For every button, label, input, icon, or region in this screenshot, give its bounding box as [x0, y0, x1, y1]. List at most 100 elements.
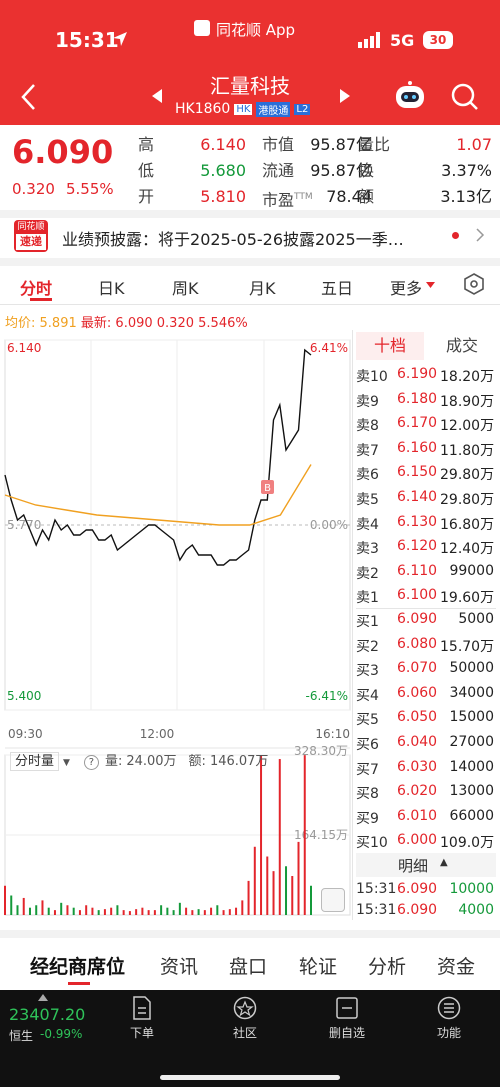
bottom-tab[interactable]: 资讯: [160, 956, 199, 978]
book-price: 6.130: [397, 513, 438, 530]
dot: [452, 232, 459, 239]
search-button[interactable]: [450, 82, 480, 112]
book-price: 6.040: [397, 734, 438, 750]
quote-label: 市盈TTM: [262, 190, 313, 210]
nav-item[interactable]: 删自选: [328, 1026, 365, 1040]
book-volume: 15000: [449, 709, 494, 726]
next-stock[interactable]: [338, 88, 352, 104]
volume-bar: [153, 910, 156, 915]
book-price: 6.180: [397, 390, 438, 407]
expand-button[interactable]: [321, 888, 345, 912]
volume-bar: [191, 910, 194, 915]
book-price: 6.120: [397, 538, 438, 555]
book-label: 买4: [356, 687, 379, 704]
nav-item[interactable]: 下单: [129, 1026, 154, 1040]
nav-icon: [437, 996, 461, 1020]
vol-label: 量:: [104, 754, 123, 769]
book-label: 卖3: [356, 541, 379, 558]
book-volume: 34000: [449, 684, 494, 701]
book-tab[interactable]: 十档: [356, 332, 424, 360]
bottom-tab[interactable]: 盘口: [229, 956, 268, 978]
trade-time: 15:31: [356, 902, 397, 918]
book-price: 6.010: [397, 807, 438, 824]
tab[interactable]: 月K: [249, 279, 276, 298]
settings-icon[interactable]: [463, 272, 485, 296]
bottom-tab[interactable]: 经纪商席位: [30, 956, 126, 978]
volume-bar: [197, 909, 200, 915]
book-price: 6.190: [397, 366, 438, 382]
volume-bar: [103, 909, 106, 915]
volume-bar: [297, 841, 300, 915]
bottom-tab[interactable]: 分析: [368, 956, 407, 978]
prev-stock[interactable]: [150, 88, 164, 104]
back-button[interactable]: [18, 82, 40, 112]
avg-label: 均价:: [5, 316, 36, 331]
trade-price: 6.090: [397, 902, 438, 918]
book-label: 卖6: [356, 467, 379, 484]
book-label: 买10: [356, 835, 388, 852]
tab[interactable]: 五日: [321, 279, 354, 298]
book-label: 卖10: [356, 369, 388, 385]
book-tab[interactable]: 成交: [445, 336, 478, 355]
volume-bar: [53, 910, 56, 915]
book-price: 6.050: [397, 709, 438, 726]
volume-bar: [47, 907, 50, 915]
book-label: 买6: [356, 737, 379, 753]
volume-bar: [60, 902, 63, 915]
divider: [0, 304, 500, 305]
quote-value: 95.87亿: [310, 161, 372, 180]
buy-marker: [261, 480, 274, 494]
index-value[interactable]: 23407.20: [9, 1005, 86, 1024]
last-label: 最新:: [80, 316, 112, 331]
avg: 5.891: [39, 316, 77, 331]
clock: 15:31: [55, 28, 119, 52]
x-tick-label: 16:10: [315, 727, 350, 741]
tab[interactable]: 日K: [98, 279, 125, 298]
volume-bar: [278, 759, 281, 915]
book-volume: 11.80万: [440, 442, 495, 459]
nav-item[interactable]: 社区: [232, 1026, 257, 1040]
robot-button[interactable]: [393, 80, 427, 112]
tab-indicator: [30, 298, 52, 301]
trade-volume: 4000: [458, 902, 494, 918]
tab[interactable]: 分时: [20, 279, 53, 298]
tab[interactable]: 更多: [390, 279, 423, 298]
volume-bar: [16, 905, 19, 915]
quote-value: 5.810: [200, 187, 246, 206]
bottom-tab[interactable]: 资金: [437, 956, 476, 978]
tag: 港股通: [256, 101, 291, 117]
pct-tick-label: -6.41%: [306, 689, 348, 703]
notice-arrow[interactable]: [474, 227, 486, 243]
notice[interactable]: 业绩预披露：将于2025-05-26披露2025一季…: [62, 226, 404, 250]
signal-icon: [358, 32, 380, 48]
tab[interactable]: 周K: [172, 279, 199, 298]
volume-bar: [228, 909, 231, 915]
stock-code-row: HK1860 HK 港股通 L2: [175, 101, 311, 117]
stock-code: HK1860: [175, 101, 231, 117]
quote-label: 开: [138, 187, 155, 206]
turnover-value: 146.07万: [209, 754, 269, 769]
last: 6.090: [115, 316, 153, 331]
pct-tick-label: 0.00%: [310, 518, 348, 532]
book-price: 6.070: [397, 660, 438, 677]
tab-indicator: [68, 982, 90, 985]
book-volume: 14000: [449, 758, 494, 775]
price-line: [4, 464, 312, 526]
book-price: 6.000: [397, 832, 438, 849]
logo-text: 同花顺: [17, 222, 45, 232]
detail-title[interactable]: 明细: [398, 857, 429, 875]
location-icon: [113, 32, 127, 46]
book-volume: 5000: [458, 611, 494, 627]
book-label: 买1: [356, 614, 379, 630]
nav-item[interactable]: 功能: [436, 1026, 461, 1040]
price: 6.090: [12, 133, 114, 171]
detail-arrow: ▲: [440, 857, 448, 868]
book-volume: 99000: [449, 562, 494, 579]
volume-bar: [266, 856, 269, 915]
quote-label: 市值: [262, 135, 295, 154]
index-name: 恒生: [9, 1029, 34, 1043]
bottom-tab[interactable]: 轮证: [299, 956, 338, 978]
volume-bar: [272, 871, 275, 915]
volume-bar: [28, 907, 31, 915]
